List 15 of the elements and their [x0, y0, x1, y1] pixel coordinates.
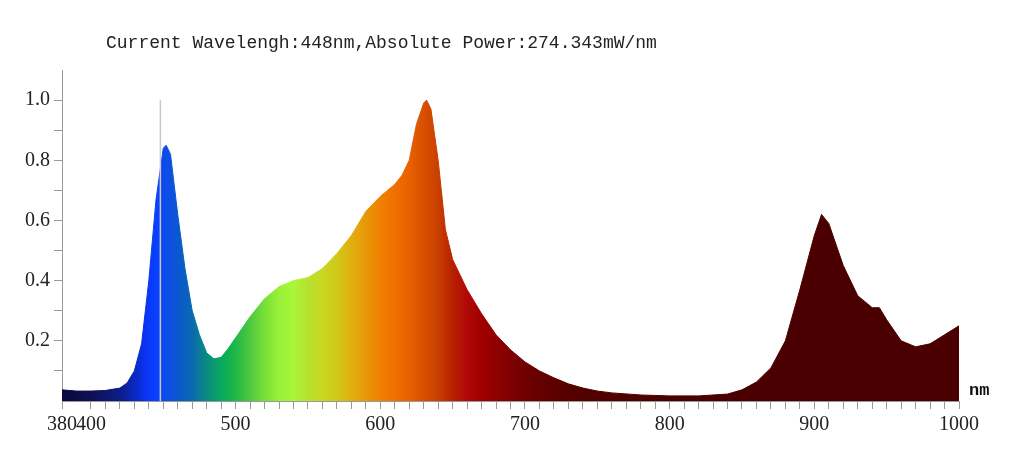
x-axis-title: nm: [969, 380, 990, 400]
y-tick-label: 0.2: [25, 328, 50, 351]
chart-title: Current Wavelengh:448nm,Absolute Power:274.343mW/nm: [106, 33, 657, 53]
x-tick-label: 800: [654, 412, 685, 435]
y-tick-label: 0.4: [25, 267, 50, 290]
x-tick-label: 600: [365, 412, 396, 435]
x-tick-label: 380: [47, 412, 77, 435]
x-tick-label: 500: [220, 412, 251, 435]
y-tick-label: 0.6: [25, 207, 50, 230]
y-tick-label: 0.8: [25, 147, 50, 170]
x-tick-label: 700: [509, 412, 540, 435]
x-tick-label: 1000: [939, 412, 979, 435]
x-tick-label: 400: [75, 412, 106, 435]
x-tick-label: 900: [799, 412, 830, 435]
y-tick-label: 1.0: [25, 87, 50, 110]
